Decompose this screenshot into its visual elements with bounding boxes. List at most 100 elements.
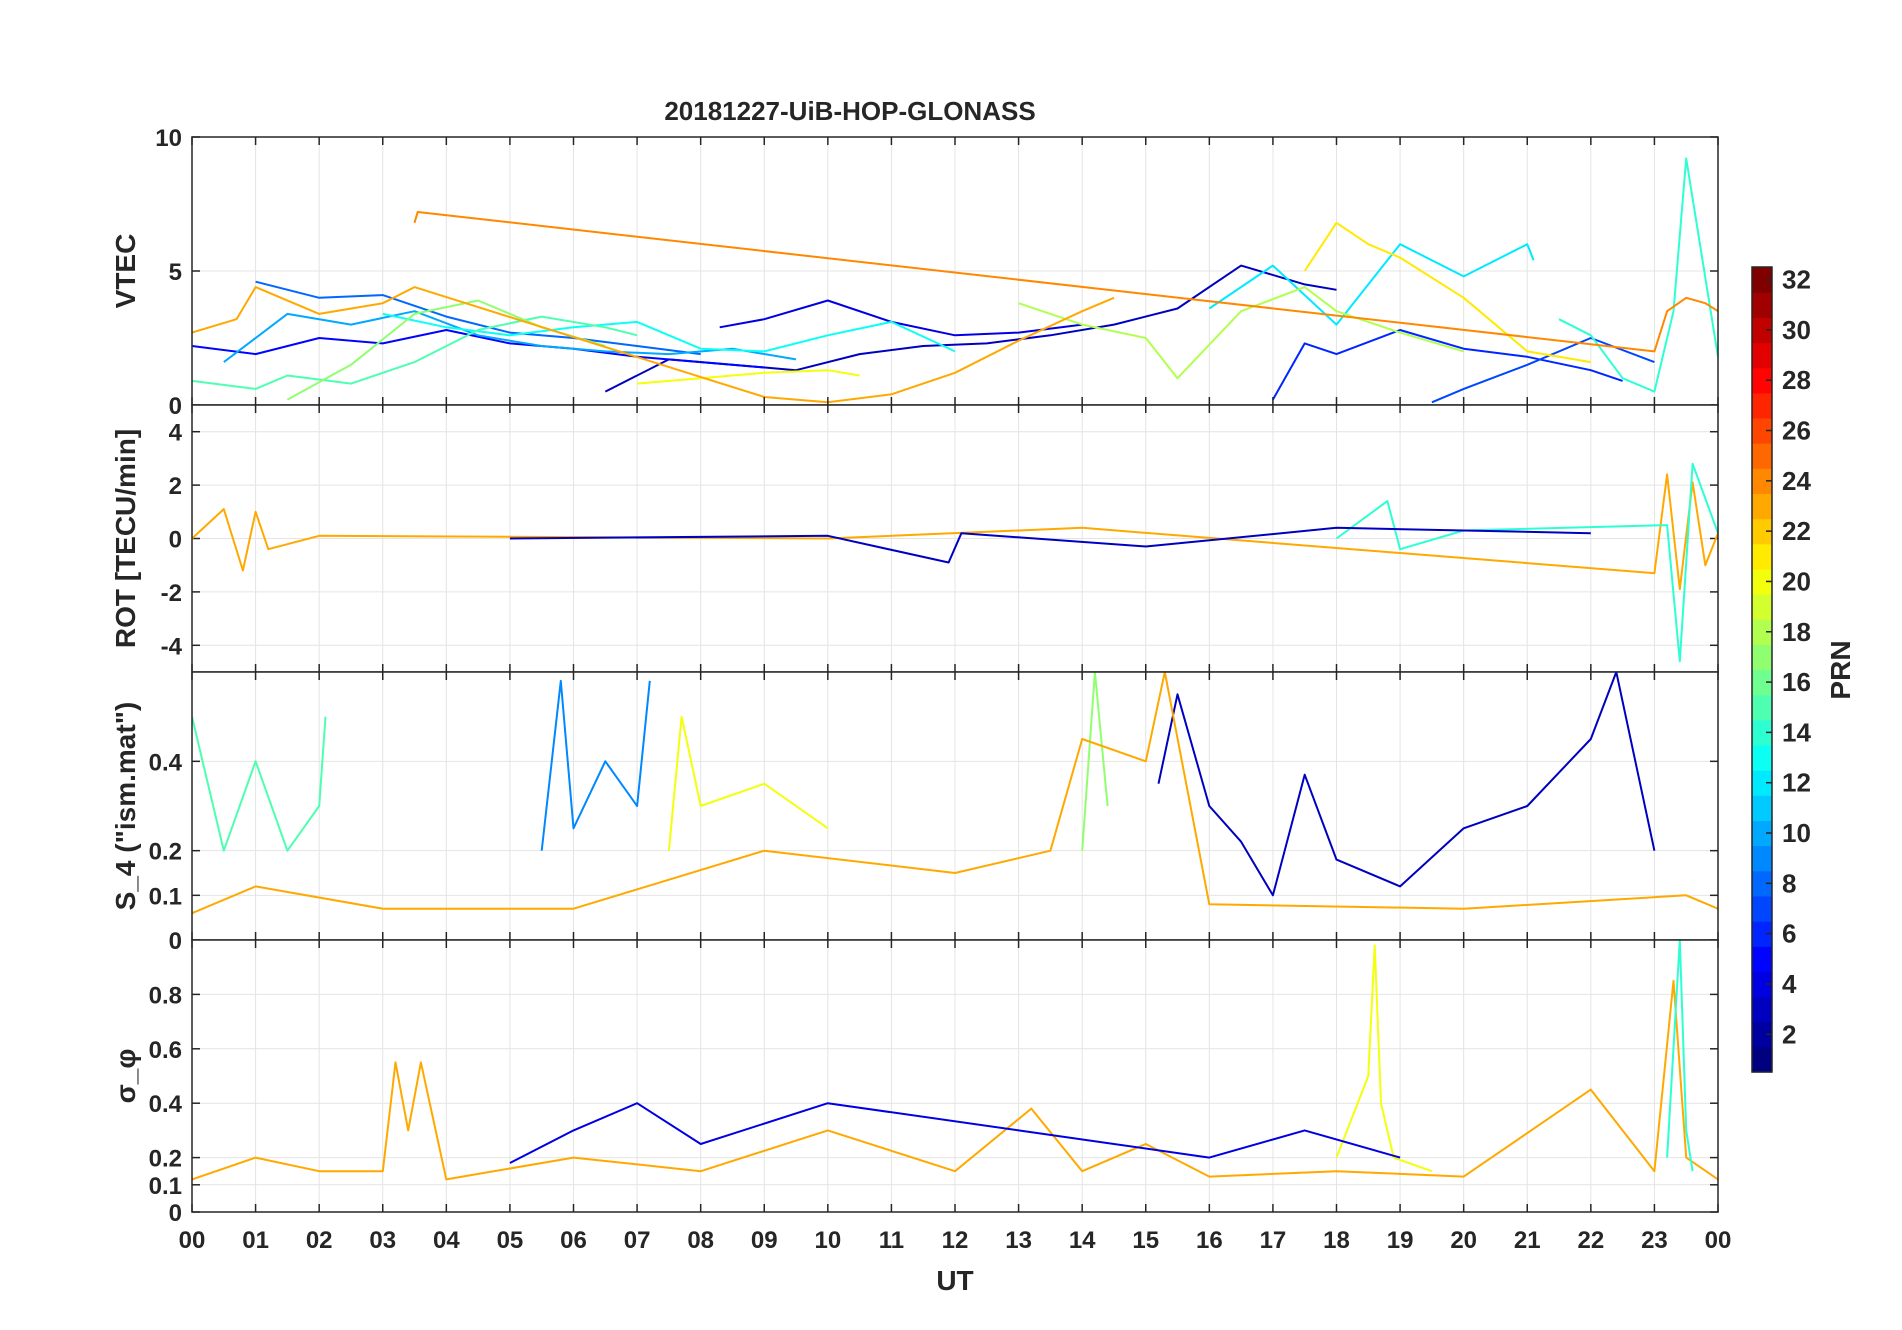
colorbar-segment-19 — [1752, 594, 1772, 620]
colorbar-tick-label: 28 — [1782, 365, 1811, 395]
colorbar-segment-12 — [1752, 770, 1772, 796]
y-tick-label: 0 — [169, 527, 182, 554]
y-tick-label: 0 — [169, 393, 182, 420]
colorbar-tick-label: 6 — [1782, 919, 1796, 949]
colorbar-segment-31 — [1752, 292, 1772, 318]
x-tick-label: 00 — [179, 1227, 206, 1254]
colorbar-segment-5 — [1752, 946, 1772, 972]
colorbar-segment-27 — [1752, 392, 1772, 419]
colorbar-segment-2 — [1752, 1021, 1772, 1048]
series-line-prn-20 — [637, 369, 860, 385]
x-tick-label: 10 — [814, 1227, 841, 1254]
series-line-prn-9 — [540, 679, 651, 851]
y-tick-label: 0.1 — [149, 883, 182, 910]
series-line-prn-23 — [192, 672, 1718, 915]
colorbar-tick-label: 2 — [1782, 1019, 1796, 1049]
colorbar-segment-4 — [1752, 971, 1772, 998]
series-line-prn-17 — [1081, 672, 1109, 851]
colorbar-segment-28 — [1752, 367, 1772, 394]
x-tick-label: 18 — [1323, 1227, 1350, 1254]
x-tick-label: 19 — [1387, 1227, 1414, 1254]
series-line-prn-6 — [1272, 329, 1623, 401]
colorbar-segment-8 — [1752, 870, 1772, 897]
colorbar-tick-label: 18 — [1782, 617, 1811, 647]
series-line-prn-14 — [1558, 157, 1718, 393]
x-tick-label: 00 — [1705, 1227, 1732, 1254]
panel-rot: -4 -2 0 2 4 ROT [TECU/min] — [110, 404, 1719, 673]
panel-sigma_phi: 00.10.2 0.4 0.6 0.8 σ_φ — [110, 939, 1719, 1227]
colorbar-segment-9 — [1752, 845, 1772, 872]
colorbar-tick-label: 24 — [1782, 466, 1811, 496]
y-tick-label: 0.4 — [149, 749, 183, 776]
y-tick-label: 2 — [169, 473, 182, 500]
series-line-prn-14 — [1666, 940, 1694, 1172]
x-tick-label: 23 — [1641, 1227, 1668, 1254]
colorbar-tick-label: 30 — [1782, 315, 1811, 345]
colorbar-segment-13 — [1752, 744, 1772, 771]
series-line-prn-18 — [1018, 286, 1464, 380]
x-tick-label: 17 — [1260, 1227, 1287, 1254]
x-tick-label: 14 — [1069, 1227, 1096, 1254]
colorbar-segment-16 — [1752, 669, 1772, 696]
colorbar-segment-14 — [1752, 719, 1772, 746]
colorbar-segment-25 — [1752, 443, 1772, 469]
series-line-prn-12 — [1208, 243, 1535, 326]
series-line-prn-4 — [509, 1102, 1401, 1164]
x-tick-label: 07 — [624, 1227, 651, 1254]
series-line-prn-3 — [509, 526, 1591, 564]
colorbar-tick-label: 10 — [1782, 818, 1811, 848]
colorbar-segment-22 — [1752, 518, 1772, 545]
colorbar-segment-24 — [1752, 468, 1772, 495]
x-tick-label: 09 — [751, 1227, 778, 1254]
y-tick-label: 0 — [169, 1200, 182, 1227]
x-tick-label: 04 — [433, 1227, 460, 1254]
colorbar-segment-23 — [1752, 493, 1772, 520]
series-line-prn-8 — [255, 280, 701, 356]
series-line-prn-20 — [1335, 944, 1433, 1173]
x-tick-label: 12 — [942, 1227, 969, 1254]
x-tick-label: 02 — [306, 1227, 333, 1254]
x-tick-label: 15 — [1132, 1227, 1159, 1254]
y-tick-label: 0.1 — [149, 1173, 182, 1200]
colorbar-segment-15 — [1752, 694, 1772, 721]
x-tick-label: 16 — [1196, 1227, 1223, 1254]
y-tick-label: -4 — [161, 633, 183, 660]
x-axis: 00 01 02 03 04 05 06 07 08 09 10 11 12 13 14 15 16 17 18 19… — [179, 137, 1732, 1254]
colorbar-segment-17 — [1752, 644, 1772, 671]
series-group — [192, 672, 1718, 915]
colorbar-segment-1 — [1752, 1046, 1772, 1073]
y-tick-label: 0.2 — [149, 839, 182, 866]
series-group — [192, 940, 1718, 1181]
series-group — [192, 462, 1718, 663]
x-tick-label: 22 — [1577, 1227, 1604, 1254]
y-axis-label: VTEC — [110, 234, 141, 309]
series-line-prn-5 — [192, 329, 765, 369]
colorbar-segment-30 — [1752, 317, 1772, 344]
series-line-prn-10 — [223, 310, 797, 363]
x-tick-label: 11 — [879, 1227, 904, 1254]
colorbar-segment-18 — [1752, 619, 1772, 645]
y-tick-label: 5 — [169, 259, 182, 286]
colorbar-segment-11 — [1752, 795, 1772, 822]
colorbar-tick-label: 22 — [1782, 516, 1811, 546]
colorbar-tick-label: 14 — [1782, 717, 1811, 747]
colorbar-tick-label: 16 — [1782, 667, 1811, 697]
chart-title: 20181227-UiB-HOP-GLONASS — [664, 96, 1035, 126]
x-tick-label: 05 — [497, 1227, 524, 1254]
series-line-prn-15 — [192, 315, 638, 390]
colorbar-segment-3 — [1752, 996, 1772, 1023]
x-tick-label: 13 — [1005, 1227, 1032, 1254]
colorbar-tick-label: 4 — [1782, 969, 1797, 999]
colorbar-segment-7 — [1752, 895, 1772, 922]
series-line-prn-3 — [1157, 672, 1656, 897]
y-tick-label: 0 — [169, 928, 182, 955]
colorbar-segment-10 — [1752, 820, 1772, 847]
x-tick-label: 08 — [687, 1227, 714, 1254]
x-tick-label: 06 — [560, 1227, 587, 1254]
colorbar-segment-26 — [1752, 417, 1772, 444]
y-tick-label: 4 — [169, 420, 183, 447]
x-tick-label: 20 — [1450, 1227, 1477, 1254]
